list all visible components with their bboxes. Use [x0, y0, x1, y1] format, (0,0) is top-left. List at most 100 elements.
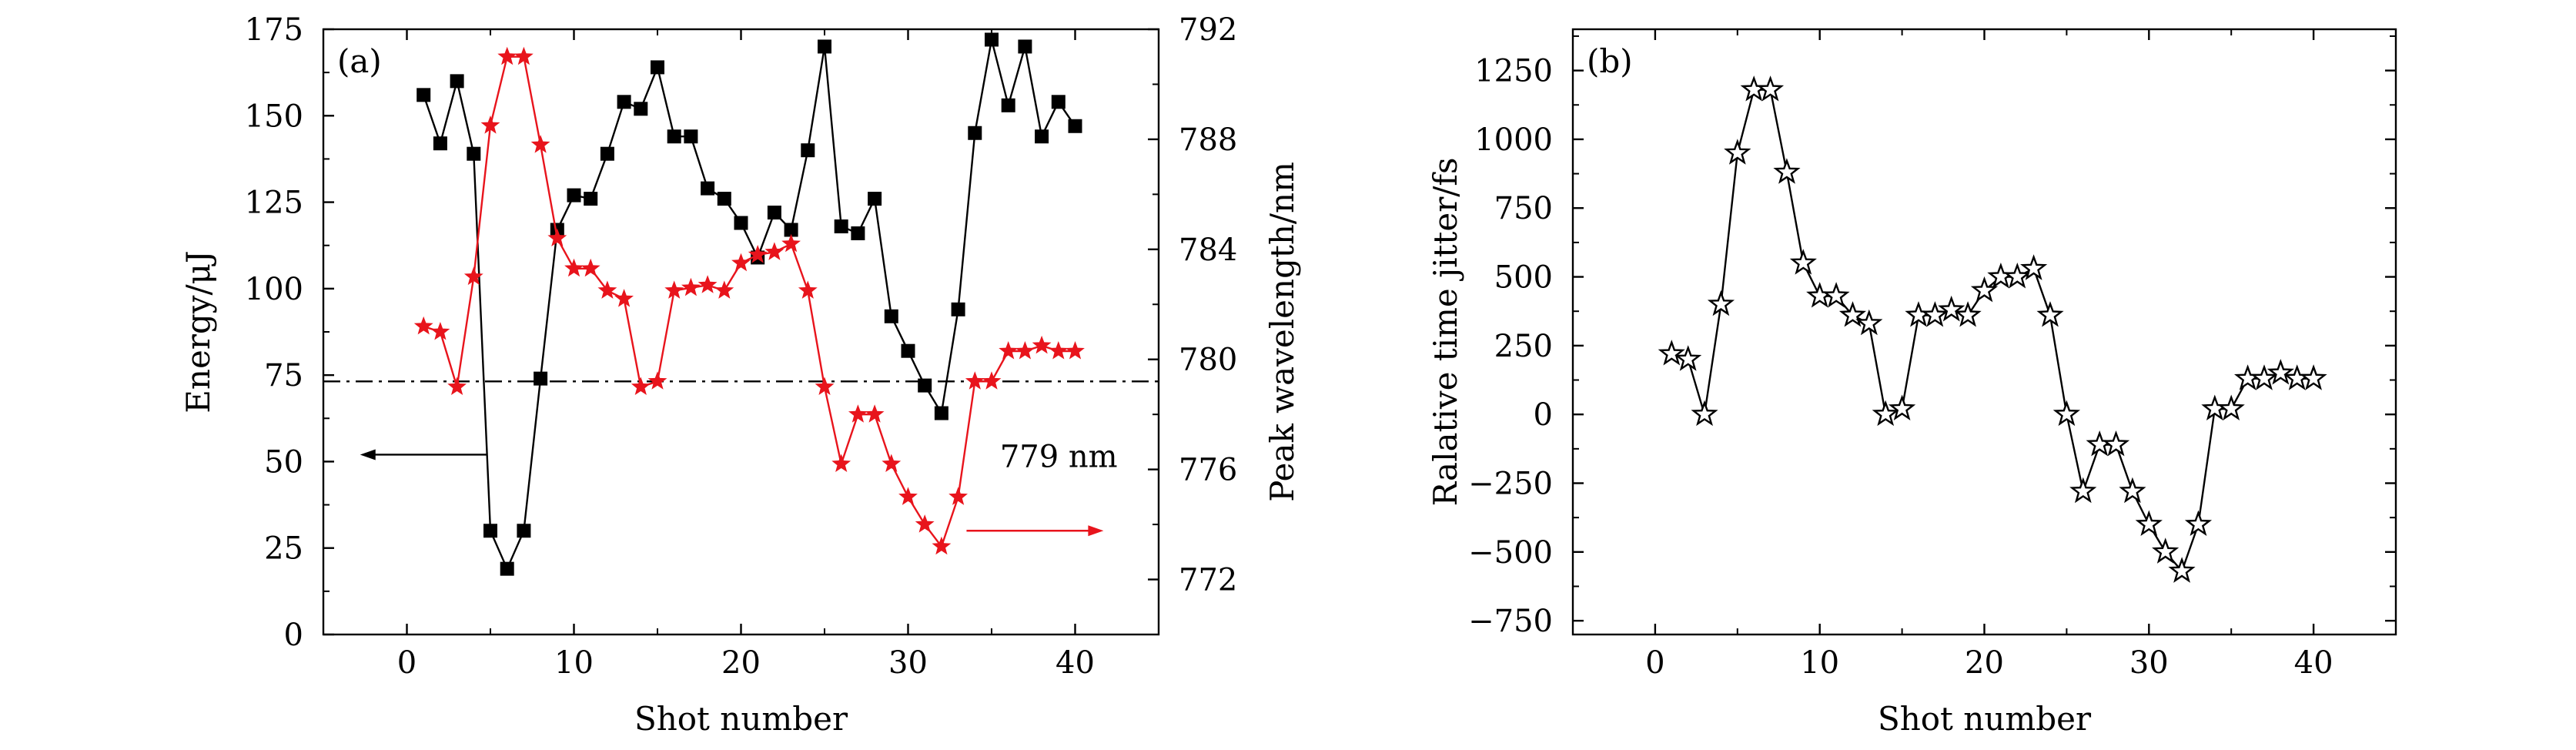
y-tick-label-left: 75 — [264, 358, 303, 393]
y-tick-label-right: 776 — [1179, 453, 1237, 488]
data-point — [664, 280, 684, 299]
data-point — [851, 226, 865, 240]
data-point — [500, 561, 514, 576]
data-point — [1707, 290, 1735, 316]
series-line — [423, 55, 1076, 549]
data-point — [1724, 139, 1751, 165]
data-point — [480, 116, 500, 134]
data-point — [584, 192, 598, 206]
data-point — [1954, 301, 1982, 327]
data-point — [764, 242, 785, 260]
data-point — [1855, 309, 1883, 336]
data-point — [2119, 477, 2146, 504]
data-point — [1938, 295, 1965, 322]
data-point — [884, 309, 898, 323]
data-point — [2052, 400, 2081, 427]
data-point — [634, 102, 648, 116]
y-tick-label-left: 100 — [245, 272, 303, 307]
data-point — [1691, 400, 1718, 427]
reference-line-label: 779 nm — [1000, 440, 1118, 475]
y-axis-title-left: Energy/μJ — [179, 250, 217, 414]
data-point — [450, 74, 464, 89]
y-tick-label-right: 772 — [1179, 563, 1237, 598]
data-point — [2168, 557, 2196, 583]
axis-indicator-arrows — [360, 449, 1104, 537]
data-point — [433, 136, 447, 151]
data-point — [734, 216, 748, 230]
data-point — [767, 206, 781, 220]
data-point — [701, 181, 715, 196]
data-point — [1015, 341, 1035, 360]
data-point — [698, 275, 718, 293]
data-point — [2102, 430, 2130, 457]
data-point — [447, 377, 467, 395]
arrow-head — [1088, 525, 1104, 537]
data-point — [567, 188, 581, 203]
data-point — [2069, 477, 2097, 504]
y-tick-label-left: 125 — [245, 186, 303, 221]
panel-b-time-jitter-chart: 0 10 20 30 40−750−500−250025050075010001250 … — [1427, 28, 2397, 738]
data-point — [815, 377, 835, 395]
x-tick-label: 10 — [1800, 645, 1839, 681]
data-point — [1888, 394, 1916, 421]
x-tick-label: 30 — [888, 645, 928, 681]
series-line — [1671, 89, 2314, 574]
data-point — [1066, 341, 1085, 360]
plot-frame — [1571, 28, 2397, 636]
y-tick-label-left: 50 — [264, 444, 303, 480]
y-axis-title: Ralative time jitter/fs — [1427, 157, 1464, 506]
data-point — [898, 487, 918, 505]
data-point — [848, 404, 868, 423]
y-tick-label-left: 25 — [264, 531, 303, 567]
y-tick-label-right: 784 — [1179, 233, 1237, 268]
data-point — [801, 143, 815, 158]
data-point — [600, 146, 614, 161]
data-point — [2036, 301, 2064, 327]
data-point — [2300, 364, 2327, 390]
data-point — [934, 406, 948, 420]
x-axis-title: Shot number — [634, 700, 848, 738]
series-line — [423, 39, 1076, 571]
data-point — [865, 404, 885, 423]
data-point — [968, 126, 982, 140]
panel-label-a: (a) — [337, 42, 382, 80]
data-point — [417, 88, 431, 102]
data-point — [1068, 119, 1082, 133]
data-point — [948, 487, 968, 505]
data-point — [580, 258, 601, 277]
data-point — [717, 192, 731, 206]
y-tick-label: 500 — [1494, 260, 1553, 296]
series-peak-wavelength — [413, 46, 1085, 555]
panel-b-axes: 0 10 20 30 40 −750 −500 −250 0 250 500 750 1000 1250 — [1468, 28, 2397, 681]
data-point — [681, 277, 701, 296]
y-tick-label-right: 788 — [1179, 122, 1237, 158]
arrow-head — [360, 449, 376, 460]
data-point — [784, 223, 798, 237]
data-point — [901, 343, 915, 358]
data-point — [818, 39, 831, 54]
y-tick-label: 750 — [1494, 191, 1553, 226]
data-point — [714, 280, 734, 299]
data-point — [985, 32, 999, 47]
x-tick-label: 20 — [721, 645, 761, 681]
data-point — [1035, 129, 1049, 144]
data-point — [483, 524, 497, 538]
data-point — [597, 280, 617, 299]
data-point — [2135, 510, 2163, 537]
series-energy — [417, 32, 1082, 576]
data-point — [530, 135, 550, 153]
data-point — [413, 316, 433, 335]
y-tick-label-left: 175 — [245, 12, 303, 48]
data-point — [1018, 39, 1032, 54]
data-point — [999, 341, 1019, 360]
data-point — [1674, 345, 1702, 371]
y-tick-label: 1000 — [1474, 122, 1553, 158]
data-point — [1049, 341, 1069, 360]
data-point — [748, 245, 768, 263]
data-point — [965, 371, 985, 390]
plot-frame — [322, 28, 1160, 636]
data-point — [1658, 340, 1685, 366]
data-point — [2152, 537, 2180, 564]
data-point — [467, 146, 481, 161]
